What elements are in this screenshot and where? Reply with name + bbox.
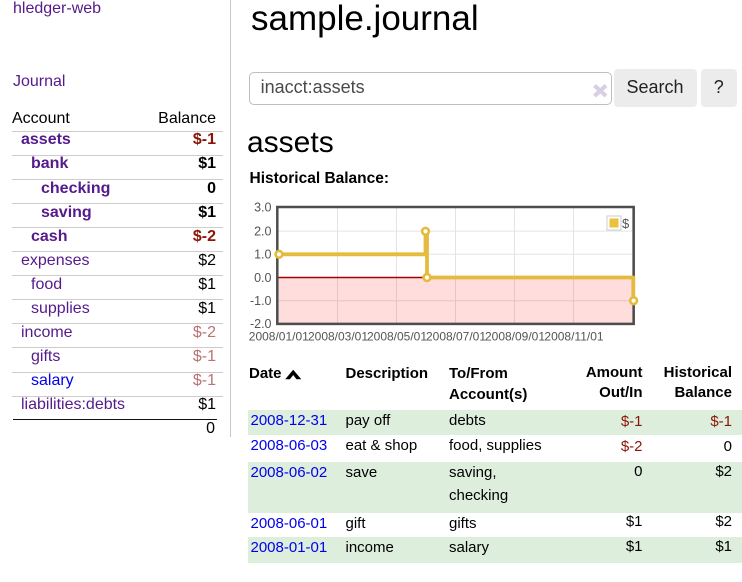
svg-text:2008/11/01: 2008/11/01 (544, 329, 603, 343)
svg-text:0.0: 0.0 (254, 271, 271, 285)
svg-text:2008/05/01: 2008/05/01 (367, 329, 427, 343)
svg-text:3.0: 3.0 (254, 200, 271, 214)
svg-text:2008/01/01: 2008/01/01 (249, 329, 309, 343)
svg-text:2008/09/01: 2008/09/01 (485, 329, 545, 343)
svg-text:$: $ (622, 216, 630, 231)
svg-text:2008/03/01: 2008/03/01 (308, 329, 368, 343)
svg-text:-2.0: -2.0 (250, 317, 272, 331)
svg-text:-1.0: -1.0 (250, 294, 272, 308)
svg-text:2008/07/01: 2008/07/01 (426, 329, 486, 343)
svg-text:1.0: 1.0 (254, 248, 271, 262)
svg-text:2.0: 2.0 (254, 224, 271, 238)
